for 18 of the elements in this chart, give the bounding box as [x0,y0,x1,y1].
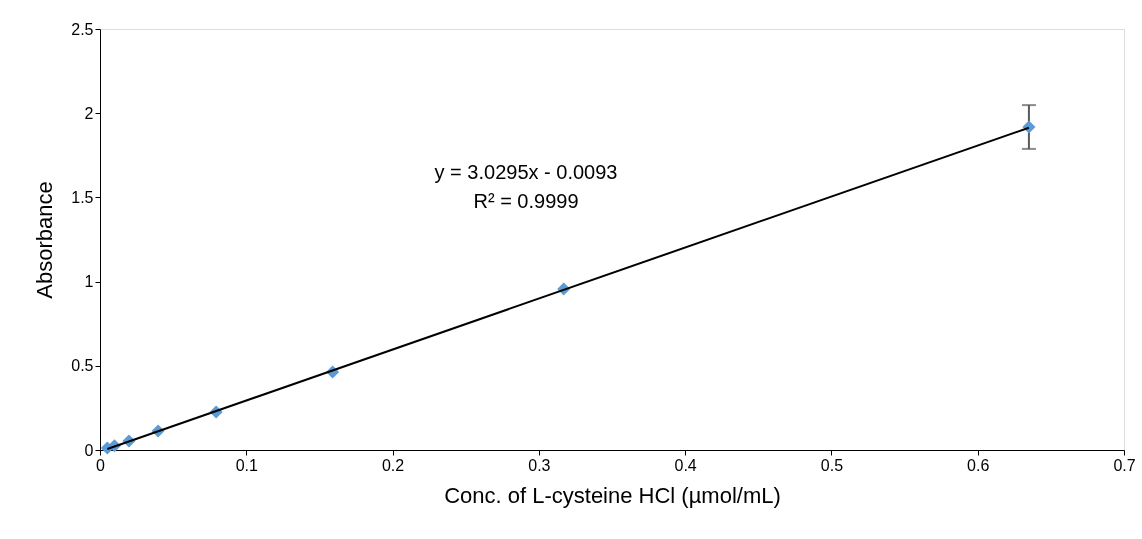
x-tick-label: 0.4 [674,456,697,474]
x-tick-label: 0 [96,456,106,474]
y-axis-title: Absorbance [32,181,58,299]
annotation: R² = 0.9999 [473,190,579,212]
x-tick-label: 0.3 [528,456,551,474]
annotation: y = 3.0295x - 0.0093 [434,161,618,183]
x-tick-label: 0.1 [235,456,258,474]
x-axis-title: Conc. of L-cysteine HCl (µmol/mL) [444,482,781,508]
x-tick-label: 0.7 [1113,456,1136,474]
y-tick-label: 2 [84,104,94,122]
y-tick-label: 0.5 [71,357,94,375]
y-tick-label: 0 [84,441,94,459]
y-tick-label: 1.5 [71,188,94,206]
x-tick-label: 0.2 [381,456,405,474]
y-tick-label: 2.5 [71,20,94,38]
y-tick-label: 1 [84,273,94,291]
x-tick-label: 0.6 [967,456,990,474]
x-tick-label: 0.5 [820,456,844,474]
